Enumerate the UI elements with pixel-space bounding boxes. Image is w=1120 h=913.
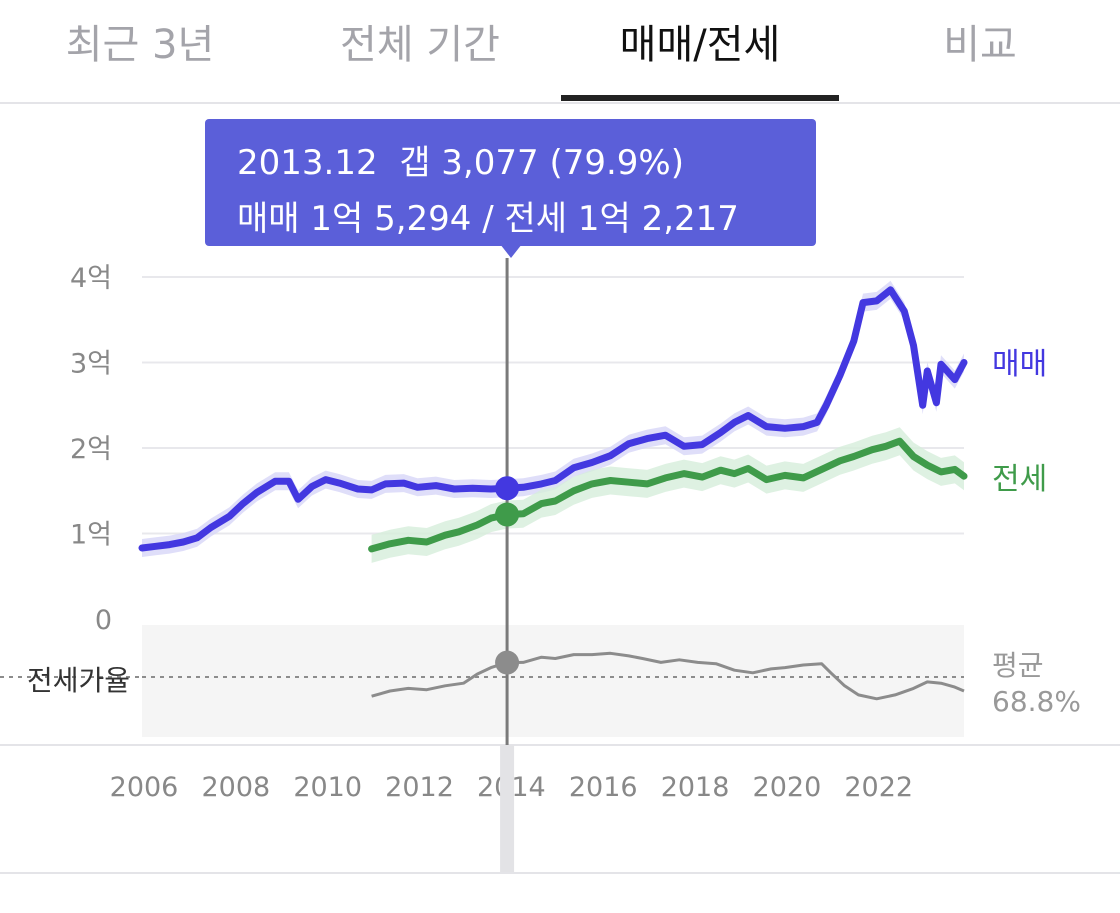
- x-tick-label: 2016: [569, 772, 638, 803]
- jeonse-series-line: [368, 437, 968, 553]
- y-tick-label: 1억: [70, 520, 112, 551]
- jeonse-range-band: [371, 427, 965, 563]
- x-tick-label: 2006: [110, 772, 179, 803]
- selection-tooltip: 2013.12 갭 3,077 (79.9%) 매매 1억 5,294 / 전세…: [205, 119, 816, 246]
- y-tick-label: 3억: [70, 349, 112, 380]
- tooltip-line-prices: 매매 1억 5,294 / 전세 1억 2,217: [237, 199, 739, 239]
- ratio-label: 전세가율: [27, 664, 130, 697]
- ratio-selected-point: [495, 650, 520, 675]
- x-tick-label: 2020: [753, 772, 822, 803]
- bottom-divider: [0, 872, 1120, 874]
- jeonse-selected-point: [495, 502, 520, 527]
- y-tick-label: 2억: [70, 434, 112, 465]
- tooltip-pointer: [500, 244, 522, 258]
- y-tick-label: 4억: [70, 263, 112, 294]
- grid-lines: [142, 276, 964, 535]
- x-tick-label: 2010: [293, 772, 362, 803]
- sale-selected-point: [495, 476, 520, 501]
- ratio-series-line: [371, 651, 965, 701]
- selection-cursor-track: [500, 745, 515, 873]
- sale-range-band: [142, 280, 964, 557]
- tab-all-period[interactable]: 전체 기간: [340, 22, 500, 68]
- y-axis-ticks: 0 1억 2억 3억 4억: [70, 263, 112, 636]
- active-tab-indicator: [561, 95, 839, 101]
- y-tick-label: 0: [95, 605, 112, 636]
- sale-series-label: 매매: [992, 347, 1047, 382]
- average-label: 평균: [992, 649, 1044, 682]
- x-tick-label: 2012: [385, 772, 454, 803]
- x-tick-label: 2022: [844, 772, 913, 803]
- sale-series-line: [138, 286, 968, 552]
- tab-recent-3-years[interactable]: 최근 3년: [65, 22, 215, 68]
- ratio-panel-background: [142, 625, 964, 737]
- jeonse-series-label: 전세: [992, 462, 1047, 497]
- average-value: 68.8%: [992, 685, 1081, 718]
- x-tick-label: 2008: [201, 772, 270, 803]
- period-tabs: 최근 3년 전체 기간 매매/전세 비교: [0, 0, 1120, 104]
- tab-compare[interactable]: 비교: [943, 22, 1017, 68]
- x-tick-label: 2018: [661, 772, 730, 803]
- tab-sale-jeonse[interactable]: 매매/전세: [619, 22, 781, 68]
- tooltip-line-gap: 2013.12 갭 3,077 (79.9%): [237, 143, 684, 183]
